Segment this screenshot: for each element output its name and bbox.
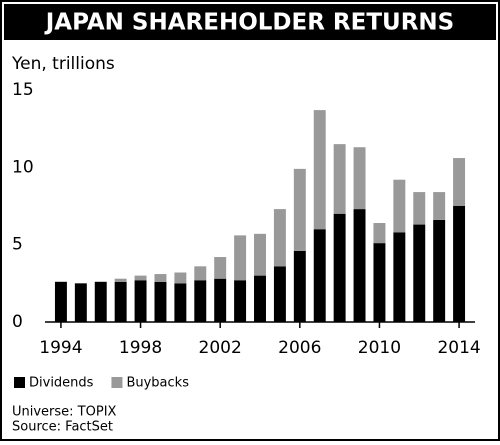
- legend-label: Dividends: [29, 376, 94, 391]
- bar-segment: [333, 213, 346, 322]
- bar-segment: [114, 281, 127, 322]
- y-tick-label: 0: [12, 312, 23, 332]
- title-banner: [4, 4, 496, 40]
- bar-segment: [313, 110, 326, 230]
- bar-segment: [433, 192, 446, 220]
- bar-segment: [393, 179, 406, 233]
- bar-segment: [214, 257, 227, 279]
- chart-title: JAPAN SHAREHOLDER RETURNS: [44, 10, 455, 36]
- bar-segment: [194, 266, 207, 281]
- y-tick-label: 15: [12, 80, 34, 100]
- x-tick-label: 2006: [278, 338, 321, 358]
- bar-segment: [254, 233, 266, 276]
- bar-segment: [293, 168, 306, 251]
- x-tick-label: 2010: [358, 338, 401, 358]
- bar-segment: [313, 229, 326, 322]
- bar-segment: [273, 209, 286, 267]
- bar-segment: [393, 232, 406, 322]
- bar-segment: [254, 275, 266, 322]
- legend-swatch: [14, 377, 25, 388]
- bar-segment: [413, 224, 426, 322]
- bar-segment: [433, 219, 446, 322]
- bar-segment: [234, 235, 247, 281]
- bar-segment: [333, 144, 346, 214]
- bar-segment: [174, 283, 187, 322]
- bar-segment: [234, 280, 247, 322]
- bar-segment: [373, 223, 386, 244]
- legend-swatch: [111, 377, 123, 388]
- bar-segment: [174, 272, 187, 284]
- bar-segment: [114, 278, 127, 282]
- bar-segment: [194, 280, 207, 322]
- bar-segment: [74, 283, 87, 322]
- legend-label: Buybacks: [126, 376, 189, 391]
- bar-segment: [353, 147, 366, 210]
- bar-segment: [134, 275, 147, 281]
- x-tick-label: 2014: [437, 338, 480, 358]
- x-tick-label: 1994: [39, 338, 82, 358]
- bar-segment: [154, 281, 167, 322]
- bar-segment: [373, 243, 386, 322]
- note: Source: FactSet: [12, 420, 113, 435]
- bar-segment: [353, 209, 366, 322]
- bar-segment: [453, 158, 466, 206]
- bar-segment: [214, 278, 227, 322]
- bar-segment: [154, 274, 167, 282]
- y-tick-label: 5: [12, 235, 23, 255]
- x-tick-label: 1998: [119, 338, 162, 358]
- bar-segment: [134, 280, 147, 322]
- bar-segment: [453, 206, 466, 322]
- note: Universe: TOPIX: [12, 405, 117, 420]
- bar-segment: [293, 250, 306, 322]
- bar-segment: [54, 281, 67, 322]
- bar-segment: [413, 192, 426, 225]
- bar-segment: [273, 266, 286, 322]
- bar-segment: [94, 281, 107, 322]
- y-axis-label: Yen, trillions: [11, 54, 115, 74]
- y-tick-label: 10: [12, 157, 34, 177]
- x-tick-label: 2002: [199, 338, 242, 358]
